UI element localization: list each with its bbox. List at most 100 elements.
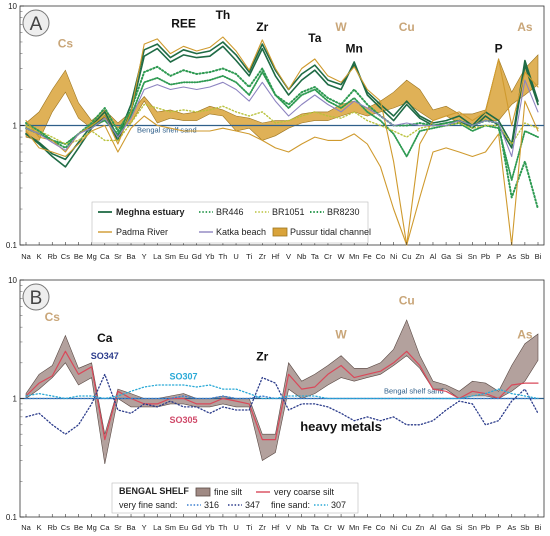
panel-a-ytick-label: 0.1 [6,241,18,250]
panel-a-annotation: Cu [399,20,415,34]
panel-b-xtick-label: Be [74,523,83,532]
legend-label-316: 316 [204,500,219,510]
panel-b-xtick-label: Bi [535,523,542,532]
legend-label-pussur: Pussur tidal channel [290,227,371,237]
panel-a-series-katka-beach-7 [25,79,539,158]
panel-a-xtick-label: Zn [415,252,424,261]
legend-label-katka: Katka beach [216,227,266,237]
panel-b-xtick-label: Mg [86,523,96,532]
panel-b-ytick-label: 0.1 [6,513,18,522]
panel-b-xtick-label: Ba [126,523,136,532]
panel-b-xtick-label: Al [430,523,437,532]
panel-a-letter: A [30,14,43,35]
panel-a-xtick-label: Eu [179,252,188,261]
panel-b-xtick-label: Yb [205,523,214,532]
panel-b-series-307-3 [25,384,539,400]
panel-a-xtick-label: Sr [114,252,122,261]
panel-b-xtick-label: U [233,523,238,532]
panel-a-letter-badge [22,9,50,37]
panel-a-xtick-label: Na [21,252,31,261]
panel-a-annotation: P [495,41,503,55]
panel-a-series-padma-river-5 [25,100,539,246]
legend-label-padma: Padma River [116,227,168,237]
panel-a-xtick-label: Zr [259,252,267,261]
panel-a-xtick-label: Th [219,252,228,261]
panel-a-xtick-label: W [338,252,346,261]
panel-a-xtick-label: Y [142,252,147,261]
legend-label-meghna: Meghna estuary [116,207,185,217]
panel-a-xtick-label: Ba [126,252,136,261]
panel-a-xtick-label: Ca [100,252,110,261]
panel-a: Bengal shelf sand 0.1 1 10 Na K Rb Cs Be Mg Ca Sr Ba… [6,2,545,261]
panel-b-xtick-label: Sr [114,523,122,532]
legend-label-347: 347 [245,500,260,510]
panel-a-xtick-label: Be [74,252,83,261]
legend-panel-a: Meghna estuary BR446 BR1051 BR8230 Padma… [91,201,371,244]
panel-b-xtick-label: Ti [246,523,252,532]
panel-b-xtick-label: Ni [390,523,397,532]
panel-b-xtick-label: As [507,523,516,532]
panel-a-band-pussur-tidal-channel [25,54,539,141]
panel-b-xtick-label: La [153,523,162,532]
legend-b-frame [111,482,359,514]
panel-b-xtick-label: V [286,523,291,532]
panel-b-xtick-label: Fe [363,523,372,532]
panel-b-xtick-label: Sm [165,523,176,532]
panel-a-xtick-label: U [233,252,238,261]
panel-a-xtick-label: Nb [297,252,307,261]
panel-a-annotation: Th [216,8,231,22]
legend-label-br446: BR446 [216,207,244,217]
panel-b-xtick-label: Zn [415,523,424,532]
panel-a-xtick-label: P [496,252,501,261]
panel-a-xtick-label: Cu [402,252,412,261]
panel-b-series-very-coarse-silt-0 [25,350,539,441]
panel-a-xtick-label: Yb [205,252,214,261]
panel-a-annotation: Ta [308,31,321,45]
legend-label-br8230: BR8230 [327,207,360,217]
panel-a-annotation: W [335,20,347,34]
panel-b-xtick-label: Gd [192,523,202,532]
panel-a-xtick-label: Bi [535,252,542,261]
panel-a-xtick-label: Si [456,252,463,261]
panel-b-xtick-label: Ga [441,523,452,532]
panel-a-series-br1051-3 [25,103,539,145]
panel-b-xtick-label: Rb [47,523,57,532]
panel-a-xtick-label: As [507,252,516,261]
legend-label-307: 307 [331,500,346,510]
panel-a-xtick-label: V [286,252,291,261]
legend-a-frame [91,201,369,244]
panel-a-annotation: Cs [58,36,74,50]
legend-swatch-pussur [272,227,288,237]
panel-a-ytick-label: 10 [8,2,17,11]
panel-a-xtick-label: Hf [272,252,280,261]
panel-a-xtick-label: Mg [86,252,96,261]
panel-b-annotation: W [335,328,347,342]
panel-a-xtick-label: Cr [324,252,332,261]
panel-b-xtick-label: Ta [311,523,320,532]
panel-a-xtick-label: K [37,252,42,261]
panel-a-series-br8230-4 [25,65,539,210]
panel-b-letter: B [30,288,43,309]
panel-b-xtick-label: Pb [481,523,490,532]
legend-b-title: BENGAL SHELF [119,486,189,496]
panel-b-xtick-label: Nb [297,523,307,532]
panel-a-xtick-label: Sm [165,252,176,261]
legend-swatch-fine-silt [195,487,211,497]
panel-b-xtick-label: Eu [179,523,188,532]
panel-a-series-meghna-estuary-1 [25,45,539,168]
panel-b-xtick-label: Zr [259,523,267,532]
panel-b-annotation: SO305 [170,415,198,425]
panel-b-xtick-label: W [338,523,346,532]
panel-b-annotation: As [517,328,533,342]
panel-a-xtick-label: La [153,252,162,261]
panel-a-xtick-label: Mn [349,252,359,261]
panel-b-xtick-label: Cs [61,523,70,532]
panel-b-annotation: Cs [45,310,61,324]
panel-b-xtick-label: Na [21,523,31,532]
panel-a-xtick-label: Sn [468,252,477,261]
legend-label-fine-silt: fine silt [214,487,243,497]
panel-b-series-347-2 [25,373,539,435]
panel-b-annotation: Cu [399,294,415,308]
panel-a-xtick-label: Pb [481,252,490,261]
